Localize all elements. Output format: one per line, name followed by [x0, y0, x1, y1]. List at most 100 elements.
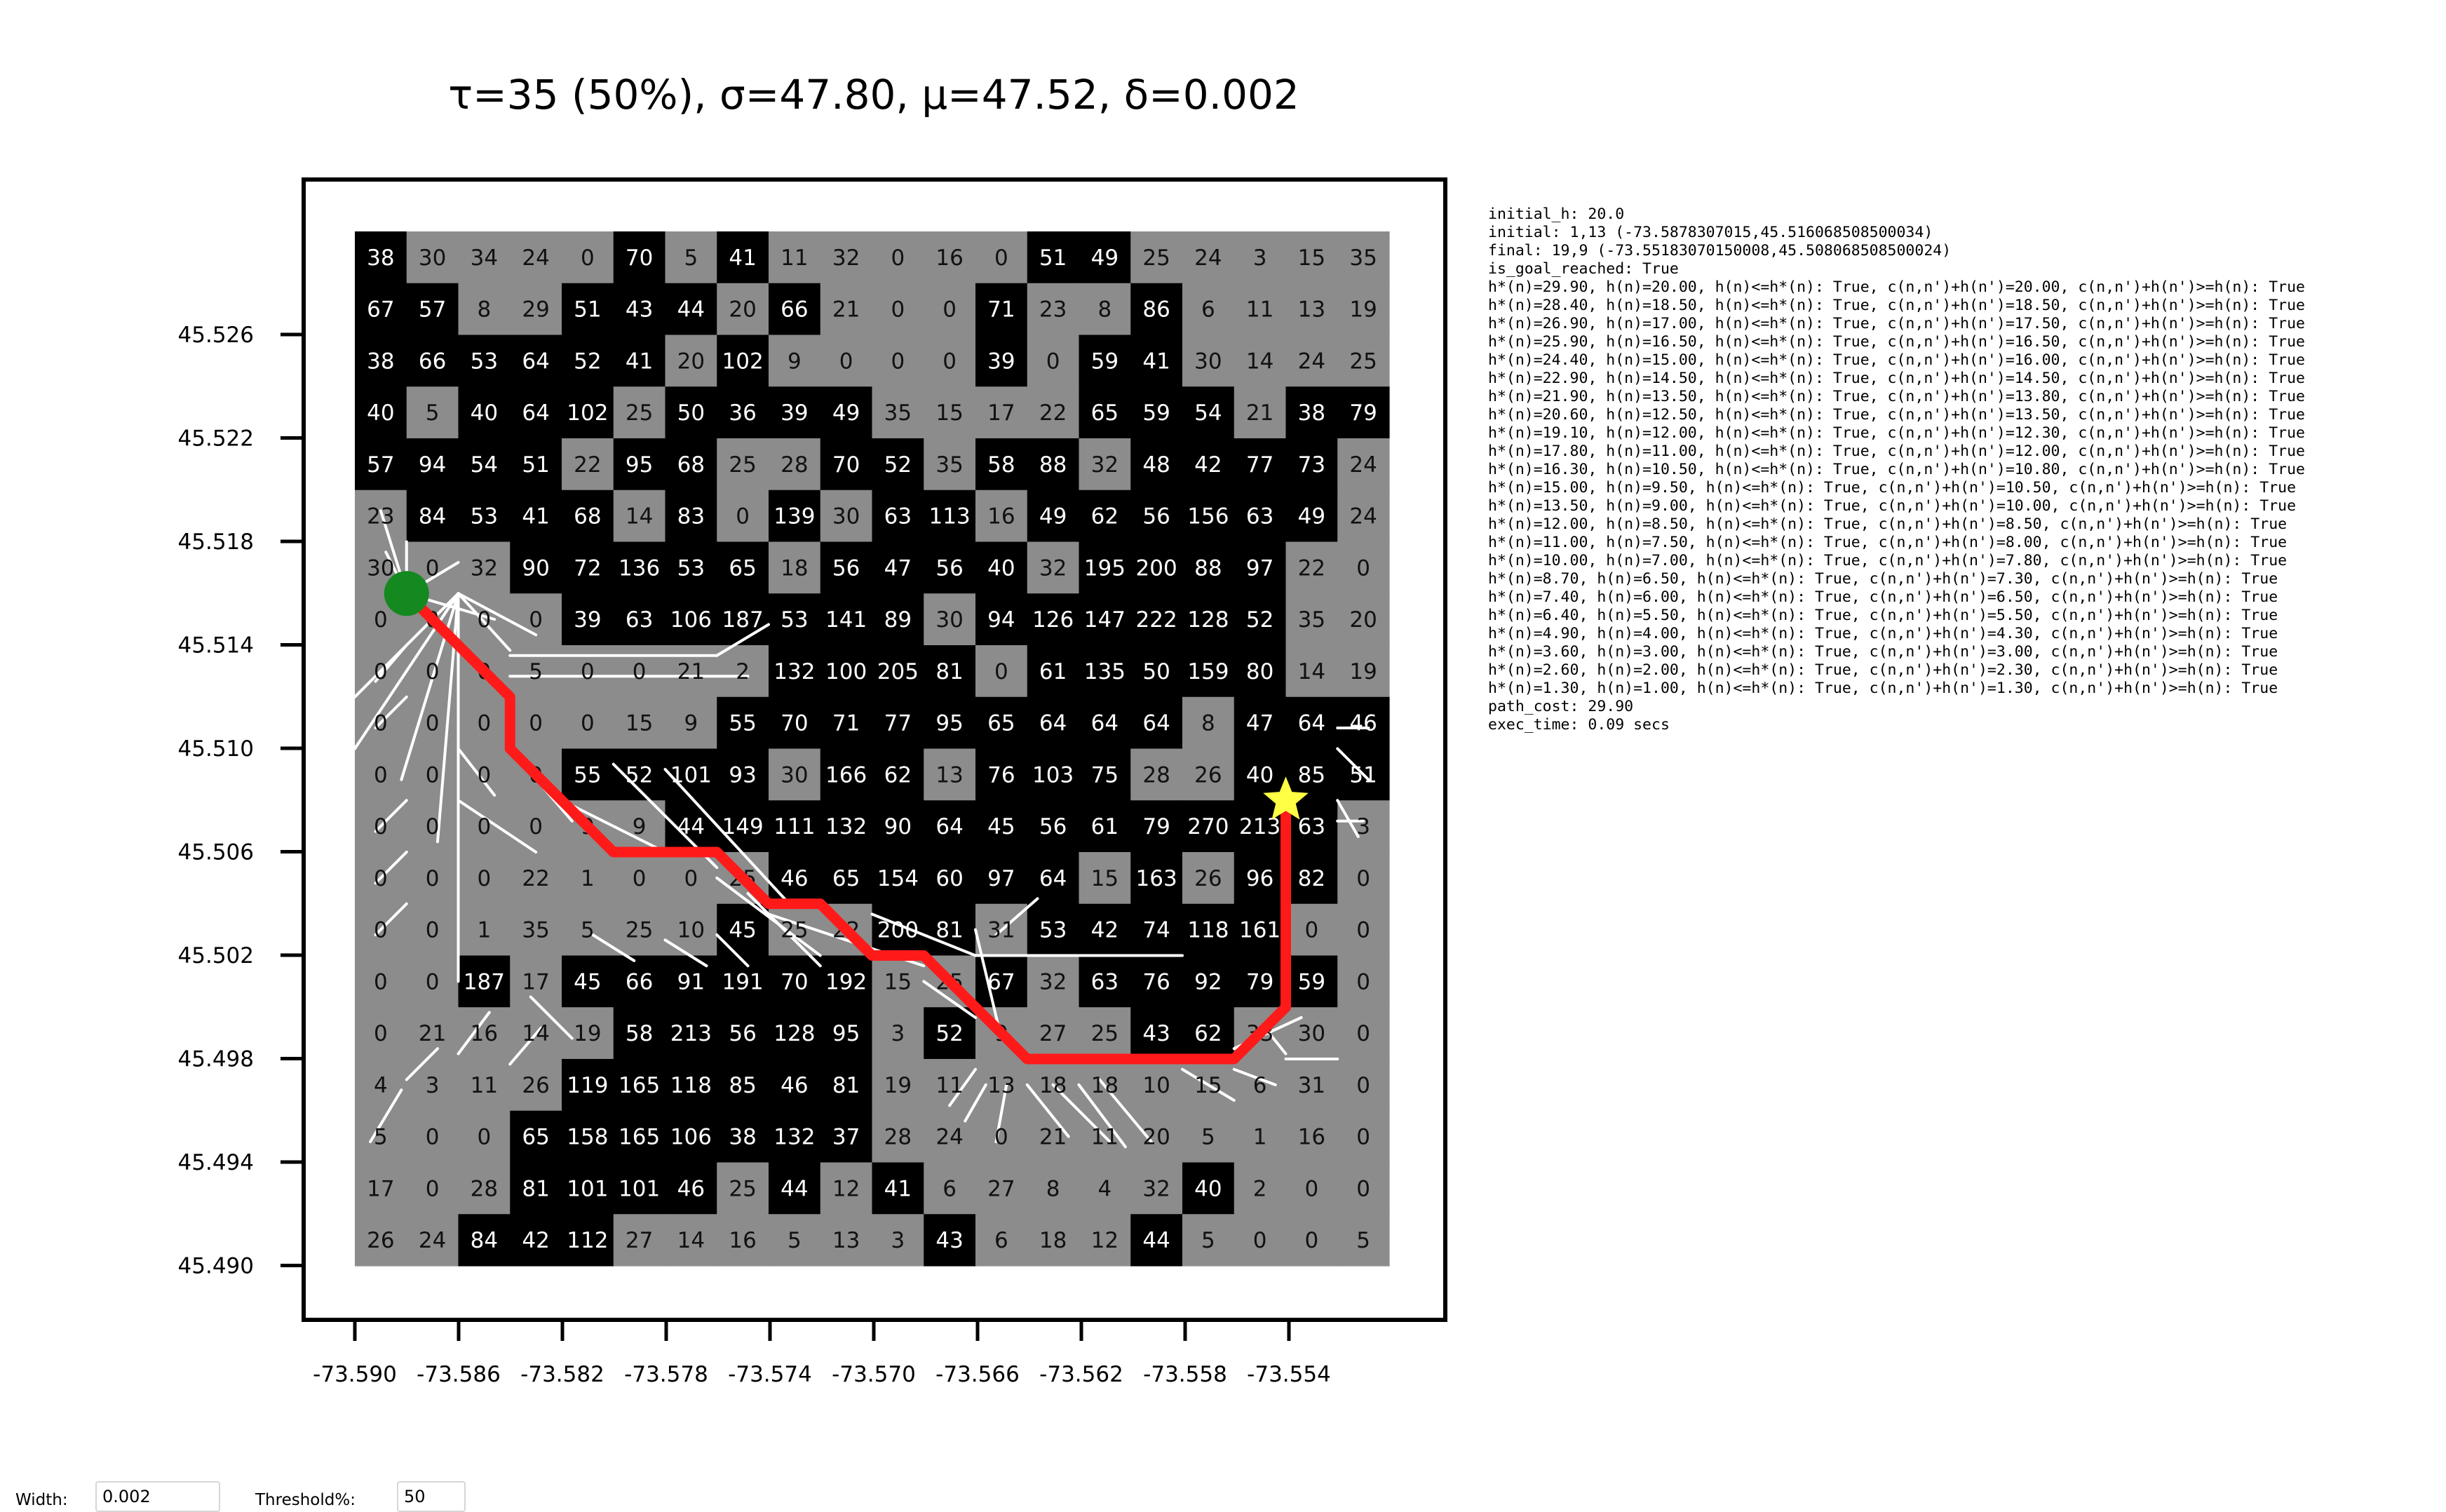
cell-value: 0	[374, 659, 388, 684]
heatmap-cell	[820, 955, 873, 1008]
heatmap-cell	[613, 283, 666, 336]
cell-value: 39	[987, 349, 1015, 374]
flow-line	[1336, 799, 1360, 838]
cell-value: 16	[1298, 1125, 1325, 1150]
heatmap-cell	[510, 852, 562, 905]
cell-value: 14	[1298, 659, 1325, 684]
cell-value: 57	[419, 297, 446, 323]
cell-value: 135	[1084, 659, 1126, 684]
cell-value: 91	[677, 969, 705, 994]
cell-value: 1	[1253, 1125, 1267, 1150]
cell-value: 0	[1356, 1125, 1370, 1150]
heatmap-cell	[562, 283, 614, 336]
cell-value: 17	[367, 1176, 394, 1201]
heatmap-cell	[1234, 541, 1287, 594]
heatmap-cell	[562, 490, 614, 543]
heatmap-cell	[406, 1214, 459, 1267]
cell-value: 41	[884, 1176, 912, 1201]
x-tick-label: -73.590	[313, 1362, 397, 1387]
cell-value: 13	[987, 1073, 1015, 1098]
heatmap-cell	[406, 1007, 459, 1060]
cell-value: 50	[1142, 659, 1170, 684]
cell-value: 119	[567, 1073, 608, 1098]
log-line: h*(n)=11.00, h(n)=7.50, h(n)<=h*(n): Tru…	[1488, 534, 2288, 551]
cell-value: 42	[1194, 452, 1222, 478]
cell-value: 27	[987, 1176, 1015, 1201]
cell-value: 17	[987, 400, 1015, 426]
cell-value: 0	[374, 918, 388, 943]
cell-value: 32	[1091, 452, 1119, 478]
cell-value: 65	[1091, 400, 1119, 426]
flow-line	[457, 1011, 491, 1055]
cell-value: 0	[426, 814, 440, 839]
heatmap-cell	[613, 1059, 666, 1112]
cell-value: 46	[677, 1176, 705, 1201]
cell-value: 64	[1091, 711, 1119, 736]
cell-value: 59	[1142, 400, 1170, 426]
cell-value: 21	[1039, 1125, 1067, 1150]
cell-value: 66	[626, 969, 653, 994]
heatmap-cell	[458, 335, 511, 387]
cell-value: 20	[1349, 607, 1377, 633]
heatmap-cell	[1027, 955, 1080, 1008]
cell-value: 195	[1084, 555, 1126, 581]
cell-value: 32	[471, 555, 498, 581]
cell-value: 0	[1253, 1228, 1267, 1253]
cell-value: 0	[942, 297, 957, 323]
heatmap-cell	[1285, 386, 1338, 439]
cell-value: 5	[684, 245, 698, 271]
heatmap-cell	[820, 490, 873, 543]
cell-value: 65	[522, 1125, 549, 1150]
cell-value: 51	[522, 452, 549, 478]
cell-value: 56	[1142, 504, 1170, 529]
cell-value: 81	[832, 1073, 860, 1098]
cell-value: 65	[729, 555, 756, 581]
cell-value: 11	[1246, 297, 1273, 323]
heatmap-cell	[458, 955, 511, 1008]
y-tick-label: 45.498	[178, 1047, 254, 1072]
heatmap-cell	[1079, 1214, 1131, 1267]
threshold-input[interactable]	[397, 1481, 466, 1512]
cell-value: 64	[1298, 711, 1325, 736]
cell-value: 24	[1349, 452, 1377, 478]
heatmap-cell	[1337, 438, 1390, 491]
cell-value: 19	[574, 1021, 601, 1046]
flow-line	[994, 1083, 1008, 1143]
cell-value: 25	[1142, 245, 1170, 271]
heatmap-cell	[613, 1110, 666, 1163]
flow-line	[457, 747, 496, 797]
log-line: h*(n)=7.40, h(n)=6.00, h(n)<=h*(n): True…	[1488, 588, 2278, 606]
heatmap-cell	[1285, 438, 1338, 491]
cell-value: 0	[426, 969, 440, 994]
cell-value: 18	[781, 555, 808, 581]
heatmap-cell	[1130, 1214, 1183, 1267]
heatmap-cell	[1079, 541, 1131, 594]
cell-value: 19	[1349, 297, 1377, 323]
heatmap-cell	[872, 852, 924, 905]
cell-value: 70	[832, 452, 860, 478]
heatmap-cell	[1027, 800, 1080, 853]
heatmap-cell	[717, 800, 769, 853]
cell-value: 64	[522, 349, 549, 374]
heatmap-cell	[562, 1007, 614, 1060]
cell-value: 9	[684, 711, 698, 736]
cell-value: 163	[1136, 866, 1177, 891]
cell-value: 0	[426, 711, 440, 736]
cell-value: 0	[426, 762, 440, 788]
heatmap-cell	[1027, 1162, 1080, 1215]
cell-value: 0	[839, 349, 853, 374]
heatmap-cell	[613, 438, 666, 491]
heatmap-cell	[1027, 1214, 1080, 1267]
cell-value: 57	[367, 452, 394, 478]
heatmap-cell	[975, 852, 1028, 905]
cell-value: 111	[773, 814, 815, 839]
heatmap-cell	[872, 696, 924, 750]
heatmap-cell	[458, 438, 511, 491]
cell-value: 25	[626, 918, 653, 943]
width-input[interactable]	[95, 1481, 220, 1512]
cell-value: 58	[626, 1021, 653, 1046]
flow-line	[374, 851, 408, 885]
cell-value: 35	[1349, 245, 1377, 271]
astar-log: initial_h: 20.0 initial: 1,13 (-73.587830…	[1488, 205, 2305, 734]
